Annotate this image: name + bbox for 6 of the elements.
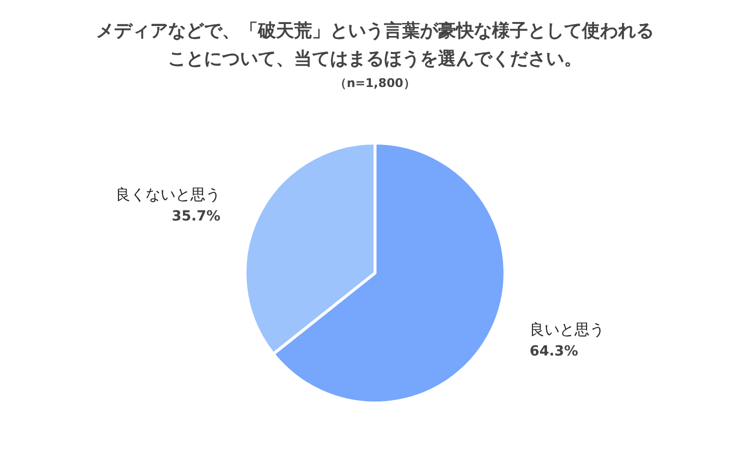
data-label: 35.7% bbox=[172, 208, 220, 225]
chart-title: メディアなどで、「破天荒」という言葉が豪快な様子として使われることについて、当てはまるほうを選んでください。 bbox=[96, 20, 654, 70]
slice-label: 良いと思う bbox=[530, 320, 605, 338]
data-label: 64.3% bbox=[530, 343, 578, 360]
slice-label: 良くないと思う bbox=[115, 186, 220, 204]
chart-subtitle: （n=1,800） bbox=[334, 76, 416, 90]
